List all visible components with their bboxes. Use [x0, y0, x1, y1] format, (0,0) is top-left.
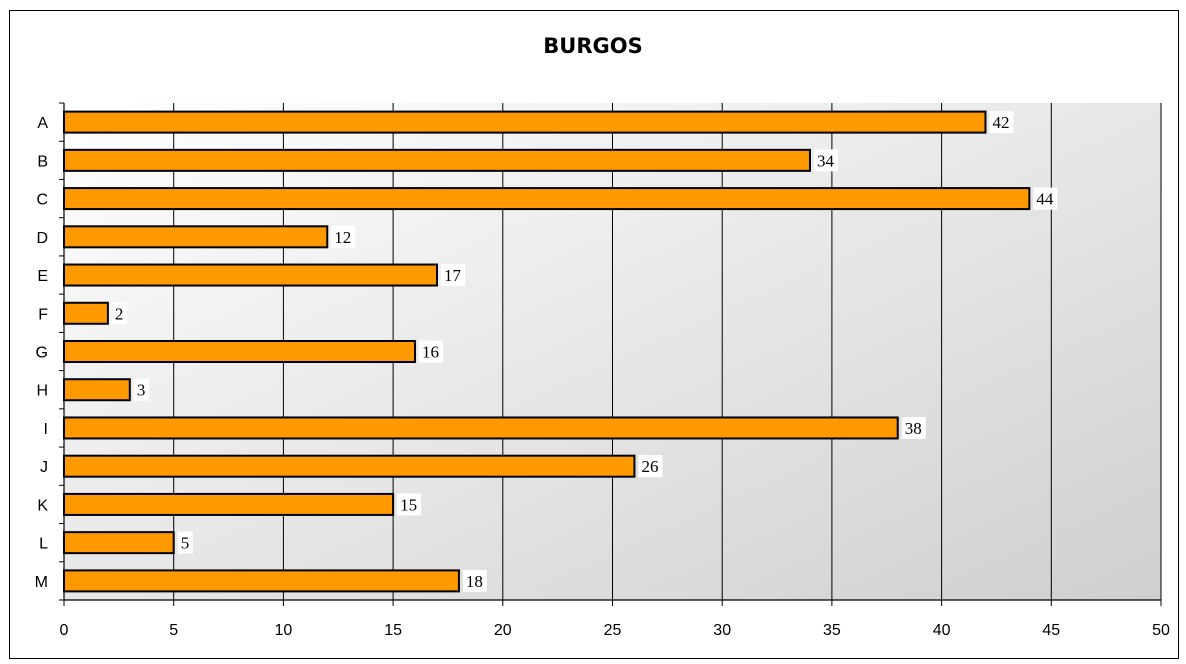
data-label-I: 38	[905, 419, 922, 438]
data-label-D: 12	[334, 228, 351, 247]
data-label-bg-I	[901, 416, 926, 439]
x-tick-label-40: 40	[933, 622, 951, 639]
data-label-M: 18	[466, 572, 483, 591]
category-label-M: M	[35, 574, 48, 591]
x-tick-label-0: 0	[60, 622, 69, 639]
x-tick-label-15: 15	[384, 622, 402, 639]
bar-H	[63, 378, 131, 402]
category-label-D: D	[36, 230, 48, 247]
data-label-B: 34	[817, 151, 835, 170]
bar-K	[63, 492, 395, 516]
data-label-A: 42	[992, 113, 1009, 132]
x-tick-label-35: 35	[823, 622, 841, 639]
bar-D	[63, 225, 329, 249]
labels: 0 5 10 15 20 25 30 35 40 45 50A 42B 34C 44D 12E 17F 2G 16…	[35, 111, 1170, 639]
bar-G	[63, 340, 417, 363]
data-label-bg-L	[177, 531, 193, 554]
data-label-bg-B	[813, 149, 838, 172]
data-label-bg-E	[440, 264, 465, 287]
category-label-F: F	[38, 306, 48, 323]
bars	[63, 110, 1031, 593]
data-label-bg-G	[419, 340, 444, 363]
data-label-bg-F	[111, 302, 127, 325]
data-label-J: 26	[641, 457, 658, 476]
category-label-E: E	[37, 268, 48, 285]
bar-M	[63, 569, 460, 593]
category-label-J: J	[40, 459, 48, 476]
x-tick-label-50: 50	[1152, 622, 1170, 639]
category-label-G: G	[36, 345, 48, 362]
category-label-H: H	[36, 383, 48, 400]
data-label-bg-D	[331, 225, 356, 248]
chart-title: BURGOS	[543, 34, 643, 58]
data-label-bg-H	[133, 378, 149, 401]
axes	[59, 102, 1162, 606]
data-label-F: 2	[115, 304, 124, 323]
category-label-A: A	[37, 115, 48, 132]
bar-A	[63, 110, 987, 134]
category-label-K: K	[37, 497, 48, 514]
data-label-bg-A	[989, 111, 1014, 134]
bar-J	[63, 454, 636, 478]
category-label-I: I	[44, 421, 48, 438]
bar-I	[63, 416, 899, 440]
bar-E	[63, 263, 438, 287]
category-label-L: L	[39, 536, 48, 553]
bar-F	[63, 301, 109, 325]
bar-C	[63, 187, 1031, 211]
category-label-C: C	[36, 192, 48, 209]
data-label-G: 16	[422, 343, 439, 362]
data-label-H: 3	[137, 381, 146, 400]
x-tick-label-5: 5	[169, 622, 178, 639]
data-label-L: 5	[181, 534, 190, 553]
data-label-bg-C	[1033, 187, 1058, 210]
data-label-bg-K	[397, 493, 422, 516]
data-label-bg-M	[462, 569, 487, 592]
x-tick-label-20: 20	[494, 622, 512, 639]
data-label-C: 44	[1036, 190, 1054, 209]
x-tick-label-25: 25	[604, 622, 622, 639]
x-tick-label-30: 30	[713, 622, 731, 639]
bar-L	[63, 531, 175, 555]
x-tick-label-10: 10	[275, 622, 293, 639]
category-label-B: B	[37, 153, 48, 170]
data-label-bg-J	[638, 455, 663, 478]
data-label-K: 15	[400, 495, 417, 514]
data-label-E: 17	[444, 266, 462, 285]
x-tick-label-45: 45	[1042, 622, 1060, 639]
bar-B	[63, 148, 811, 172]
